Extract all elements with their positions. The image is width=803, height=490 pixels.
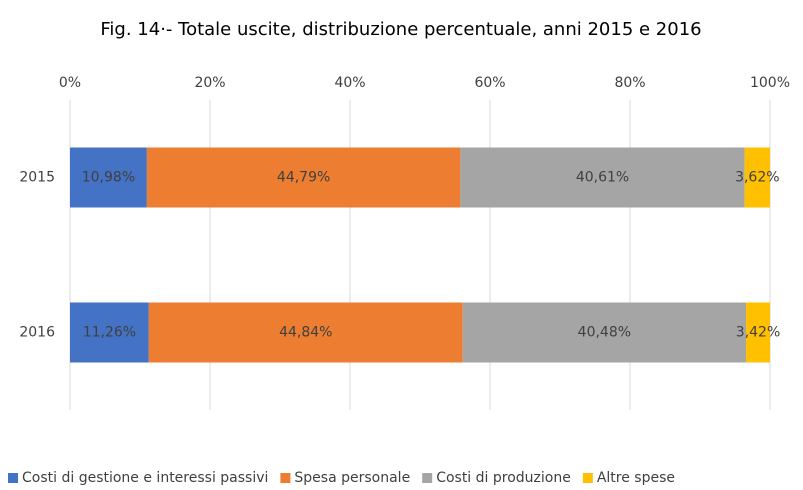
x-tick-label: 20% xyxy=(194,75,225,91)
data-label: 40,61% xyxy=(576,170,629,186)
data-label: 3,42% xyxy=(736,325,780,341)
x-tick-label: 80% xyxy=(614,75,645,91)
data-label: 44,84% xyxy=(279,325,332,341)
data-label: 3,62% xyxy=(735,170,779,186)
x-tick-label: 60% xyxy=(474,75,505,91)
x-tick-label: 40% xyxy=(334,75,365,91)
bar-segment xyxy=(746,302,770,363)
data-label: 10,98% xyxy=(82,170,135,186)
data-label: 44,79% xyxy=(277,170,330,186)
bar-segment xyxy=(148,302,463,363)
legend-label: Altre spese xyxy=(597,470,675,486)
data-label: 40,48% xyxy=(578,325,631,341)
y-tick-label: 2015 xyxy=(19,170,55,186)
bar-segment xyxy=(462,302,747,363)
bar-segment xyxy=(744,147,770,208)
y-tick-label: 2016 xyxy=(19,325,55,341)
legend-swatch xyxy=(280,473,291,483)
chart-title: Fig. 14·- Totale uscite, distribuzione p… xyxy=(100,19,701,40)
bar-segment xyxy=(70,147,147,208)
x-tick-label: 100% xyxy=(750,75,790,91)
legend-swatch xyxy=(422,473,433,483)
bar-segment xyxy=(70,302,149,363)
legend-label: Costi di produzione xyxy=(436,470,571,486)
legend-swatch xyxy=(8,473,18,483)
legend-swatch xyxy=(582,473,593,483)
bar-segment xyxy=(146,147,461,208)
bar-segment xyxy=(460,147,745,208)
legend-label: Spesa personale xyxy=(294,470,410,486)
x-tick-label: 0% xyxy=(59,75,81,91)
legend-label: Costi di gestione e interessi passivi xyxy=(22,470,268,486)
data-label: 11,26% xyxy=(83,325,136,341)
